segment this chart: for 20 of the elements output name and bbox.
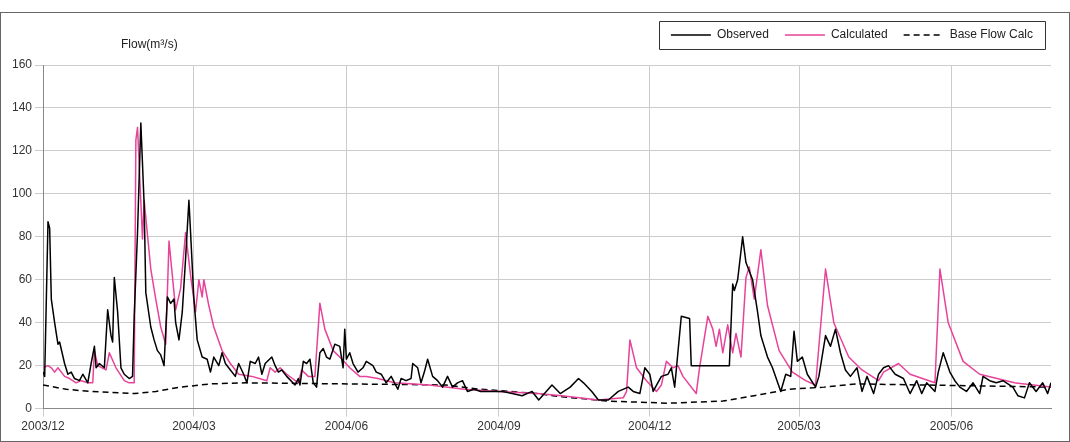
y-tick-label: 0 bbox=[25, 400, 33, 415]
y-tick-label: 80 bbox=[18, 229, 33, 244]
legend-label: Base Flow Calc bbox=[949, 27, 1034, 42]
x-tick-label: 2004/09 bbox=[477, 419, 521, 434]
y-tick-label: 20 bbox=[18, 357, 33, 372]
y-tick-label: 40 bbox=[18, 315, 33, 330]
x-tick-label: 2004/06 bbox=[324, 419, 369, 434]
y-tick-label: 120 bbox=[11, 143, 33, 158]
y-tick-label: 60 bbox=[18, 272, 33, 287]
x-tick-label: 2005/06 bbox=[929, 419, 974, 434]
legend-label: Calculated bbox=[830, 27, 888, 42]
y-tick-label: 100 bbox=[11, 186, 33, 201]
y-axis-title: Flow(m³/s) bbox=[121, 37, 178, 52]
x-tick-label: 2004/12 bbox=[628, 419, 672, 434]
x-tick-label: 2003/12 bbox=[21, 419, 66, 434]
y-tick-label: 160 bbox=[11, 57, 33, 72]
x-tick-label: 2004/03 bbox=[172, 419, 216, 434]
y-tick-label: 140 bbox=[11, 100, 33, 115]
legend-label: Observed bbox=[716, 27, 769, 42]
x-tick-label: 2005/03 bbox=[777, 419, 822, 434]
